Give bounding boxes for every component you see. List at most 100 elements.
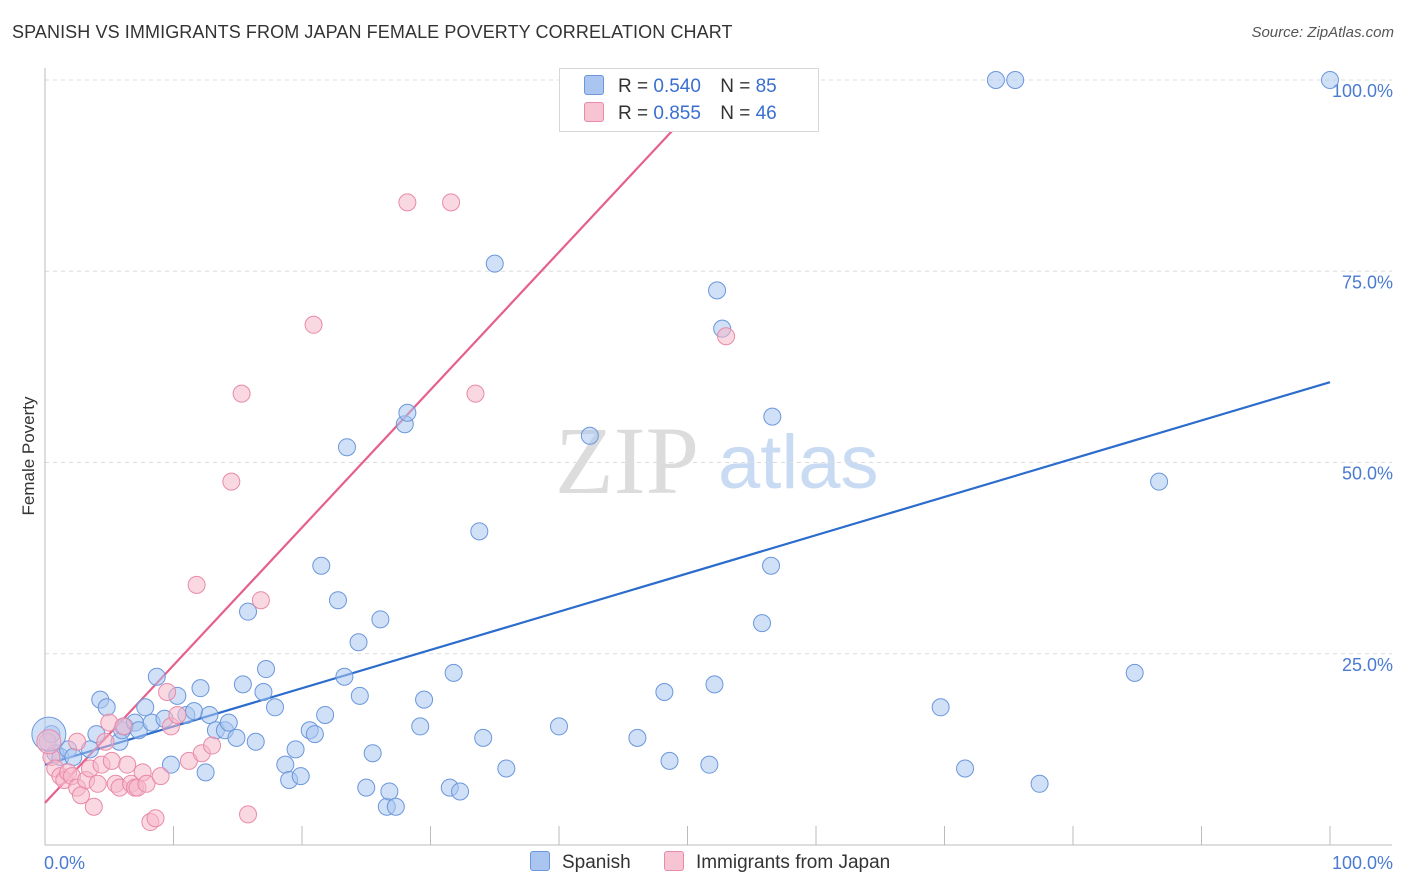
spanish-point <box>246 732 265 751</box>
axes <box>44 68 1392 846</box>
source-credit: Source: ZipAtlas.com <box>1251 24 1394 41</box>
spanish-point <box>1006 71 1025 89</box>
spanish-point <box>316 705 335 724</box>
spanish-point <box>931 698 950 717</box>
legend-r-label: R = <box>618 76 649 97</box>
japan-point <box>442 193 461 212</box>
spanish-point <box>655 683 674 701</box>
spanish-point <box>550 717 568 736</box>
japan-point <box>96 732 115 751</box>
japan-point-cluster <box>36 729 62 755</box>
japan-point <box>466 384 485 403</box>
spanish-point <box>474 728 493 747</box>
y-tick-label: 50.0% <box>1342 464 1393 484</box>
spanish-point <box>485 254 504 273</box>
spanish-trend-line <box>44 381 1331 766</box>
chart-title: SPANISH VS IMMIGRANTS FROM JAPAN FEMALE … <box>12 22 733 42</box>
spanish-point <box>1150 472 1169 491</box>
spanish-point <box>580 426 599 445</box>
spanish-point <box>196 763 215 782</box>
spanish-point <box>239 602 258 621</box>
spanish-point <box>305 725 324 744</box>
spanish-point <box>470 522 489 541</box>
japan-point <box>717 327 736 346</box>
series-swatch-japan <box>663 851 684 871</box>
spanish-point <box>753 614 772 633</box>
y-tick-label: 25.0% <box>1342 655 1393 675</box>
spanish-point <box>200 705 219 724</box>
correlation-legend: R = 0.540 N = 85 R = 0.855 N = 46 <box>559 68 819 132</box>
spanish-point <box>64 748 83 767</box>
gridlines <box>45 79 1392 655</box>
y-tick-labels: 100.0% 75.0% 50.0% 25.0% <box>1332 81 1393 675</box>
spanish-point <box>286 740 305 759</box>
legend-n-value-japan: 46 <box>755 103 777 124</box>
spanish-point <box>312 556 331 575</box>
y-axis-title: Female Poverty <box>19 396 38 516</box>
spanish-point <box>257 660 276 679</box>
data-points <box>31 71 1339 832</box>
spanish-point <box>97 698 116 717</box>
spanish-point <box>411 717 430 736</box>
japan-point <box>146 809 165 828</box>
series-legend-japan[interactable]: Immigrants from Japan <box>663 851 891 874</box>
japan-point <box>118 755 137 774</box>
legend-r-label: R = <box>618 103 649 124</box>
spanish-point <box>763 407 782 426</box>
legend-n-label: N = <box>720 103 751 124</box>
trend-lines <box>44 113 1331 804</box>
spanish-point <box>363 744 382 763</box>
series-swatch-spanish <box>530 851 550 871</box>
series-label-spanish: Spanish <box>562 852 631 873</box>
spanish-point <box>705 675 724 694</box>
series-label-japan: Immigrants from Japan <box>695 852 891 873</box>
japan-point <box>114 717 133 736</box>
spanish-point <box>185 702 204 721</box>
spanish-point <box>451 782 470 801</box>
spanish-point <box>628 728 647 747</box>
spanish-point <box>1321 71 1339 89</box>
spanish-point <box>328 591 347 610</box>
spanish-point <box>219 713 238 732</box>
watermark-zip: ZIP <box>555 407 699 514</box>
spanish-point <box>956 759 975 778</box>
legend-swatch-japan <box>584 102 604 122</box>
legend-n-label: N = <box>720 76 751 97</box>
series-legend-spanish[interactable]: Spanish <box>530 851 631 874</box>
spanish-point <box>266 698 285 717</box>
japan-point <box>158 683 177 701</box>
spanish-point <box>291 767 310 786</box>
legend-swatch-spanish <box>584 75 604 95</box>
spanish-point <box>191 679 210 698</box>
spanish-point <box>380 782 399 801</box>
spanish-point <box>708 281 727 300</box>
japan-point <box>187 575 206 594</box>
x-tick-labels: 0.0% 100.0% <box>44 853 1393 873</box>
x-tick-label: 0.0% <box>44 853 85 873</box>
legend-r-value-japan: 0.855 <box>653 103 701 124</box>
x-tick-label: 100.0% <box>1332 853 1393 873</box>
spanish-point <box>371 610 390 629</box>
legend-row-japan: R = 0.855 N = 46 <box>584 102 777 126</box>
japan-point <box>151 767 170 786</box>
japan-point <box>88 774 107 793</box>
spanish-point <box>398 403 417 422</box>
japan-point <box>84 797 103 816</box>
spanish-point <box>1030 774 1049 793</box>
japan-point <box>239 805 258 824</box>
japan-point <box>304 315 323 334</box>
spanish-point <box>415 690 434 709</box>
spanish-point <box>350 686 369 705</box>
spanish-point <box>233 675 252 694</box>
spanish-point <box>386 797 405 816</box>
legend-r-value-spanish: 0.540 <box>653 76 701 97</box>
spanish-point <box>161 755 180 774</box>
spanish-point <box>349 633 368 652</box>
spanish-point <box>276 755 295 774</box>
spanish-point <box>337 438 356 457</box>
japan-point <box>251 591 270 610</box>
spanish-point <box>227 728 246 747</box>
spanish-point <box>700 755 719 774</box>
japan-point <box>398 193 417 212</box>
